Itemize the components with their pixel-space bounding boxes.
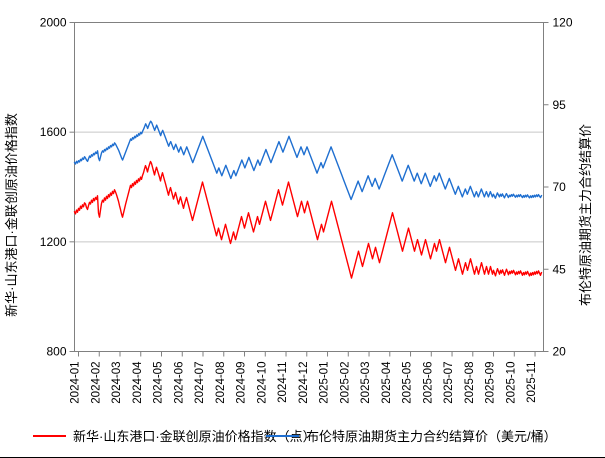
x-tick-label: 2024-03: [111, 362, 123, 404]
series-line-1: [73, 160, 543, 279]
gridlines: [74, 131, 544, 243]
x-tick-label: 2025-10: [505, 362, 517, 404]
series-line-2: [73, 120, 543, 201]
x-tick-label: 2025-06: [422, 362, 434, 404]
y-tick-marks: [69, 22, 549, 352]
left-tick-label: 800: [46, 345, 66, 359]
legend-label-1: 新华·山东港口·金联创原油价格指数（点）: [73, 429, 316, 444]
legend: 新华·山东港口·金联创原油价格指数（点）布伦特原油期货主力合约结算价（美元/桶）: [33, 429, 557, 444]
x-tick-label: 2024-01: [70, 362, 82, 404]
right-tick-label: 20: [553, 345, 567, 359]
right-tick-label: 70: [553, 180, 567, 194]
left-axis-title: 新华·山东港口·金联创原油价格指数: [4, 113, 19, 317]
right-axis-tick-labels: 120 95 70 45 20: [553, 16, 573, 359]
x-tick-label: 2025-03: [360, 362, 372, 404]
right-tick-label: 95: [553, 98, 567, 112]
left-tick-label: 2000: [40, 16, 67, 30]
right-tick-label: 120: [553, 16, 573, 30]
x-tick-label: 2025-05: [402, 362, 414, 404]
x-tick-label: 2025-11: [526, 362, 538, 403]
plot-frame: [74, 22, 544, 352]
series-lines: [73, 120, 543, 279]
x-tick-label: 2024-12: [298, 362, 310, 404]
x-tick-label: 2025-02: [339, 362, 351, 404]
x-tick-label: 2025-09: [485, 362, 497, 404]
x-tick-label: 2024-11: [277, 362, 289, 403]
left-tick-label: 1200: [40, 235, 67, 249]
x-tick-label: 2024-08: [215, 362, 227, 404]
x-tick-label: 2025-04: [381, 361, 393, 404]
x-tick-label: 2025-01: [319, 362, 331, 404]
x-tick-label: 2024-05: [153, 362, 165, 404]
x-tick-label: 2025-07: [443, 362, 455, 404]
x-tick-label: 2024-02: [90, 362, 102, 404]
x-tick-label: 2024-10: [256, 362, 268, 404]
x-tick-label: 2024-06: [173, 362, 185, 404]
x-tick-label: 2024-04: [132, 361, 144, 404]
left-tick-label: 1600: [40, 125, 67, 139]
x-axis-tick-labels: 2024-01 2024-02 2024-03 2024-04 2024-05 2024-…: [70, 361, 539, 404]
right-axis-title: 布伦特原油期货主力合约结算价: [578, 124, 593, 306]
left-axis-tick-labels: 2000 1600 1200 800: [40, 16, 67, 359]
x-tick-label: 2024-09: [236, 362, 248, 404]
legend-label-2: 布伦特原油期货主力合约结算价（美元/桶）: [306, 429, 557, 444]
x-tick-label: 2025-08: [464, 361, 476, 403]
right-tick-label: 45: [553, 262, 567, 276]
x-tick-label: 2024-07: [194, 362, 206, 404]
x-tick-marks: [78, 351, 536, 357]
